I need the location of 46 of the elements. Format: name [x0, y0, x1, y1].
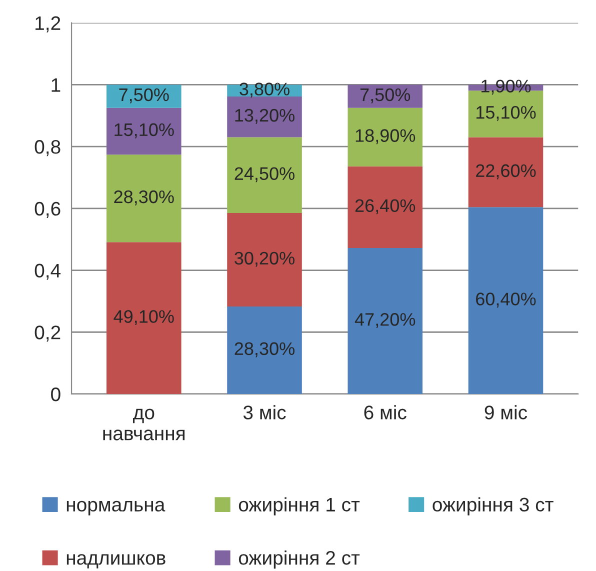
y-tick-label: 0,8: [34, 140, 60, 156]
data-label: 18,90%: [356, 129, 416, 144]
y-tick-label: 1: [52, 78, 60, 92]
y-tick-label: 0: [51, 387, 60, 402]
y-tick-label: 1,2: [36, 16, 60, 32]
legend-label: ожиріння 2 ст: [238, 550, 360, 569]
bar: [227, 96, 302, 138]
bar: [348, 248, 423, 394]
bar: [106, 84, 182, 108]
legend-label: надлишков: [66, 554, 166, 568]
data-label: 15,10%: [476, 106, 536, 121]
data-label: 7,50%: [360, 88, 410, 104]
y-tick-label: 0,4: [34, 264, 61, 280]
legend-label: нормальна: [66, 500, 166, 516]
bar: [348, 84, 423, 108]
data-label: 49,10%: [114, 310, 174, 326]
bar: [106, 154, 182, 242]
data-label: 15,10%: [114, 123, 174, 138]
bar: [468, 137, 544, 208]
data-label: 22,60%: [476, 164, 536, 180]
legend-label: ожиріння 3 ст: [432, 497, 554, 516]
x-tick-label: 3 міс: [243, 405, 286, 420]
bar: [106, 108, 182, 155]
y-tick-label: 0,6: [34, 202, 60, 218]
data-label: 47,20%: [354, 313, 416, 328]
data-label: 60,40%: [476, 292, 536, 308]
bar: [227, 137, 302, 214]
data-label: 3,80%: [240, 82, 290, 98]
data-label: 28,30%: [234, 342, 294, 358]
bar: [348, 166, 423, 248]
x-tick-label: 6 міс: [364, 405, 406, 420]
bar: [468, 207, 544, 394]
bar: [227, 213, 302, 306]
bar: [106, 242, 182, 394]
bar: [227, 306, 302, 394]
data-label: 30,20%: [234, 252, 294, 267]
data-label: 28,30%: [114, 190, 174, 206]
data-label: 7,50%: [119, 88, 169, 104]
data-label: 24,50%: [234, 167, 294, 182]
bar: [348, 108, 423, 166]
data-label: 13,20%: [235, 108, 294, 124]
x-tick-label: до навчання: [103, 408, 185, 440]
x-tick-label: 9 міс: [484, 405, 528, 420]
legend-label: ожиріння 1 ст: [238, 497, 360, 516]
data-label: 26,40%: [355, 199, 416, 214]
y-tick-label: 0,2: [34, 326, 60, 342]
